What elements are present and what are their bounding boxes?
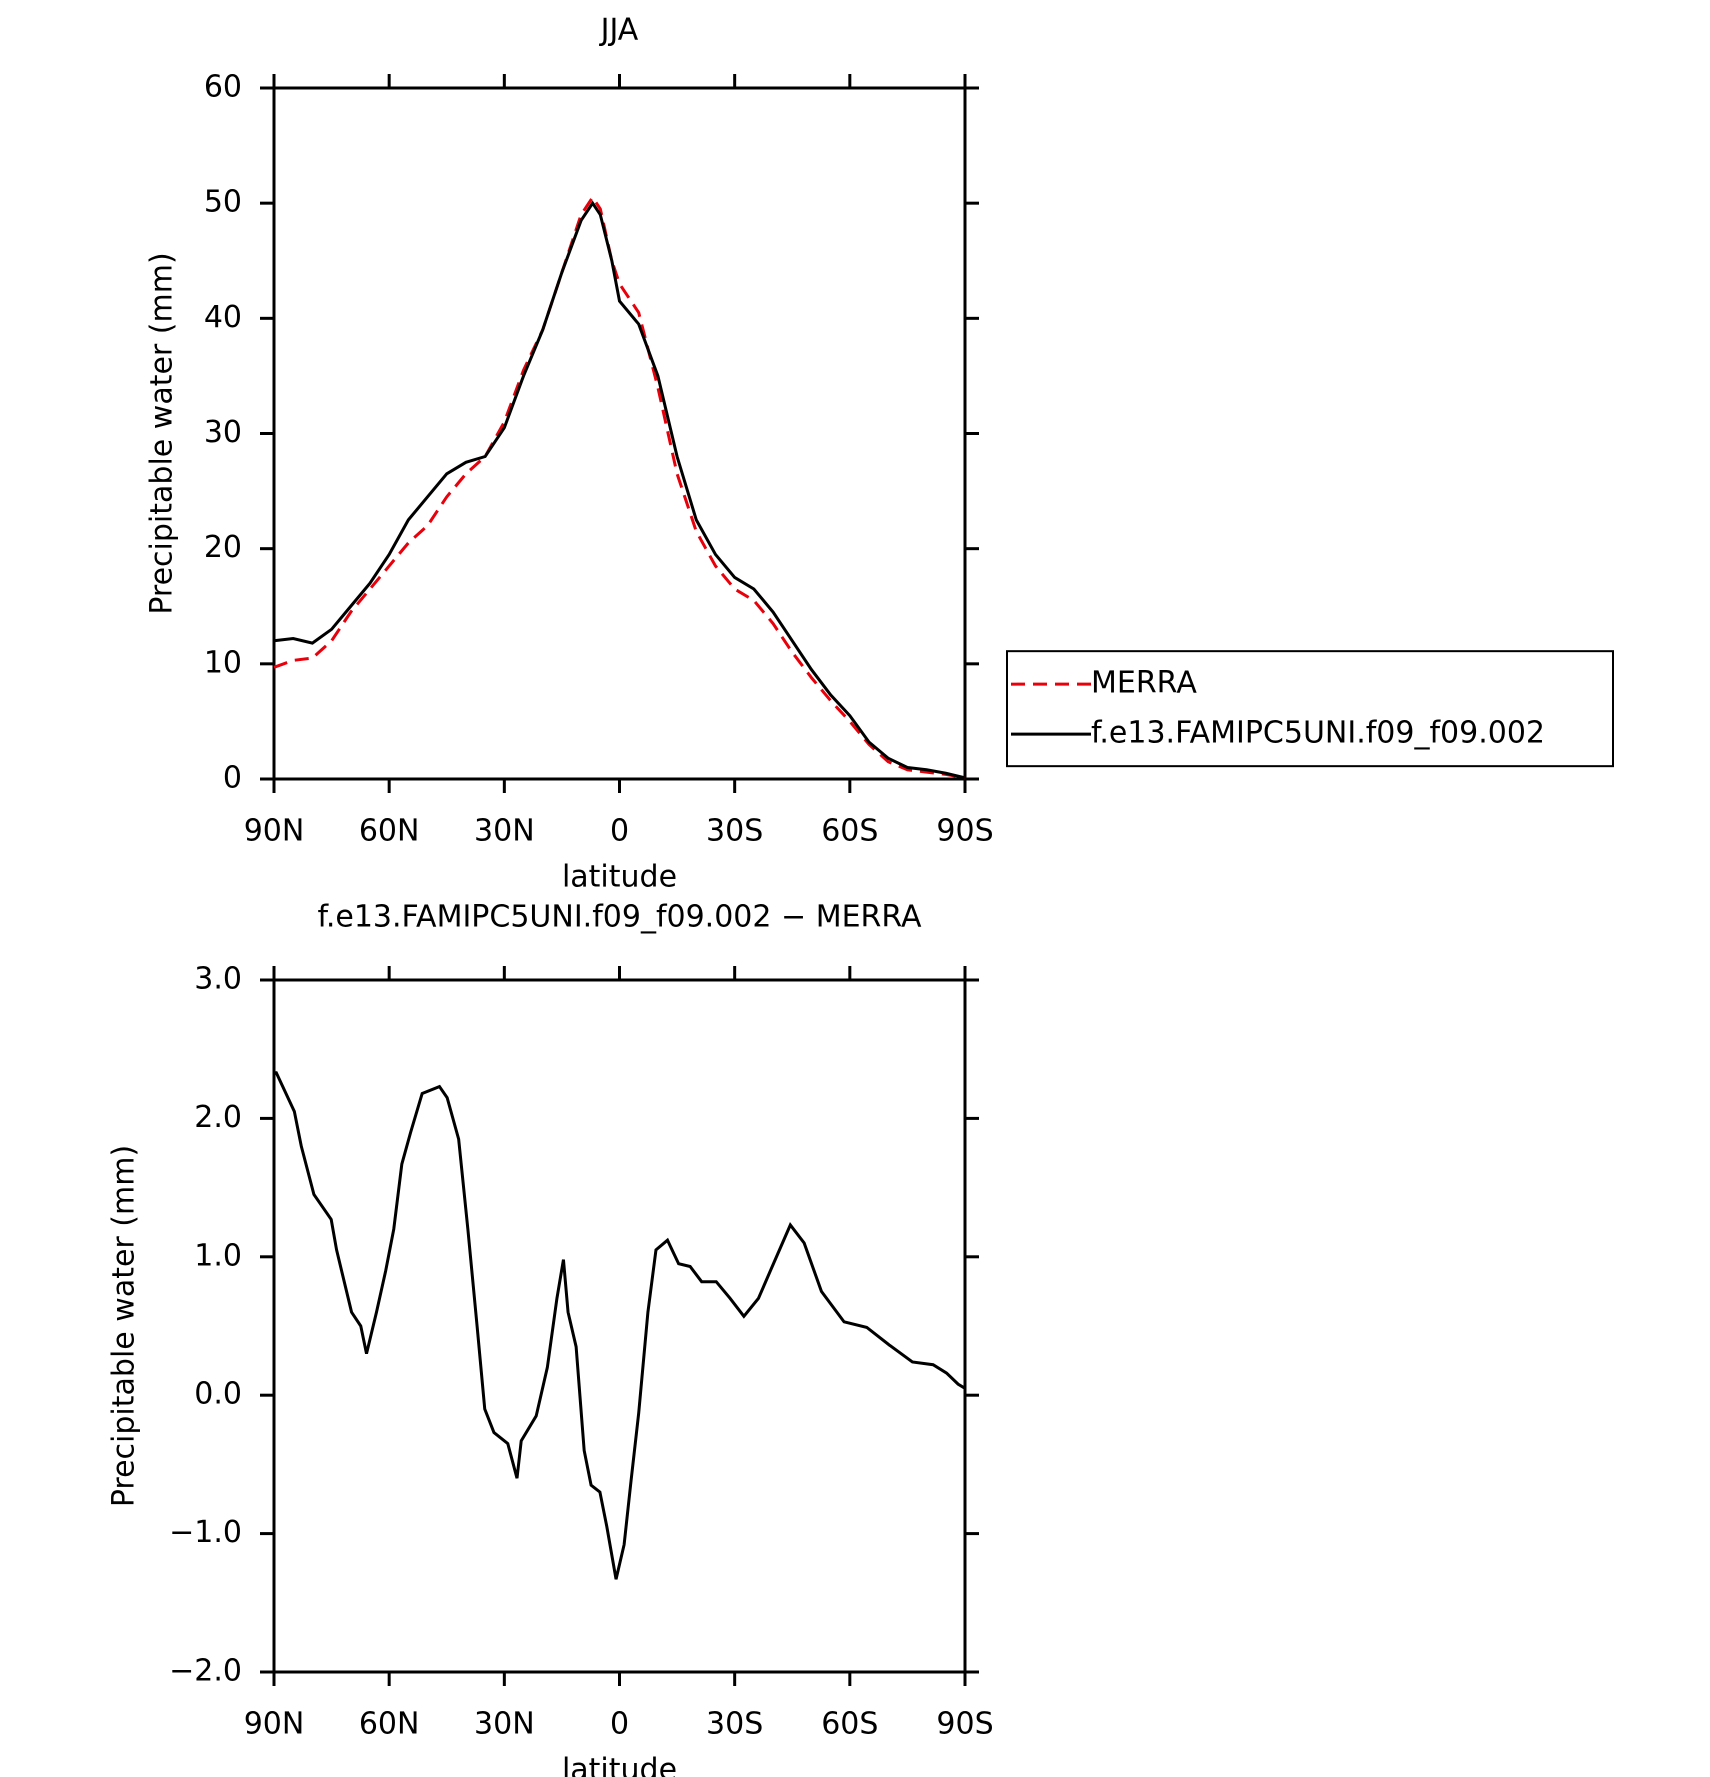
y-tick-label: 30: [204, 415, 242, 450]
x-tick-label: 30S: [706, 814, 763, 849]
x-tick-label: 60S: [821, 1707, 878, 1742]
y-tick-label: 20: [204, 530, 242, 565]
x-axis-label: latitude: [562, 1753, 677, 1777]
y-tick-label: 10: [204, 645, 242, 680]
x-tick-label: 90N: [244, 1707, 305, 1742]
legend-label: f.e13.FAMIPC5UNI.f09_f09.002: [1091, 716, 1545, 751]
y-tick-label: 60: [204, 70, 242, 105]
x-tick-label: 0: [610, 814, 629, 849]
x-tick-label: 90S: [936, 814, 993, 849]
y-tick-label: 0.0: [194, 1377, 242, 1412]
y-tick-label: 0: [223, 761, 242, 796]
data-line: [273, 194, 966, 780]
x-tick-label: 90N: [244, 814, 305, 849]
y-tick-label: 50: [204, 185, 242, 220]
y-tick-label: 1.0: [194, 1238, 242, 1273]
x-tick-label: 90S: [936, 1707, 993, 1742]
x-tick-label: 60N: [359, 814, 420, 849]
data-line: [273, 200, 966, 780]
x-tick-label: 60N: [359, 1707, 420, 1742]
x-tick-label: 0: [610, 1707, 629, 1742]
data-line: [274, 1071, 966, 1580]
y-tick-label: −2.0: [169, 1654, 242, 1689]
y-tick-label: 3.0: [194, 962, 242, 997]
x-tick-label: 30N: [474, 814, 535, 849]
y-tick-label: 40: [204, 300, 242, 335]
x-tick-label: 30S: [706, 1707, 763, 1742]
y-tick-label: −1.0: [169, 1515, 242, 1550]
y-axis-label: Precipitable water (mm): [145, 252, 180, 614]
legend-box: [1006, 650, 1614, 768]
legend-label: MERRA: [1091, 666, 1197, 701]
x-axis-label: latitude: [562, 860, 677, 895]
chart-title: JJA: [599, 13, 639, 48]
plot-frame: [272, 86, 967, 781]
chart-title: f.e13.FAMIPC5UNI.f09_f09.002 − MERRA: [317, 900, 922, 935]
y-axis-label: Precipitable water (mm): [107, 1145, 142, 1507]
x-tick-label: 60S: [821, 814, 878, 849]
y-tick-label: 2.0: [194, 1100, 242, 1135]
x-tick-label: 30N: [474, 1707, 535, 1742]
